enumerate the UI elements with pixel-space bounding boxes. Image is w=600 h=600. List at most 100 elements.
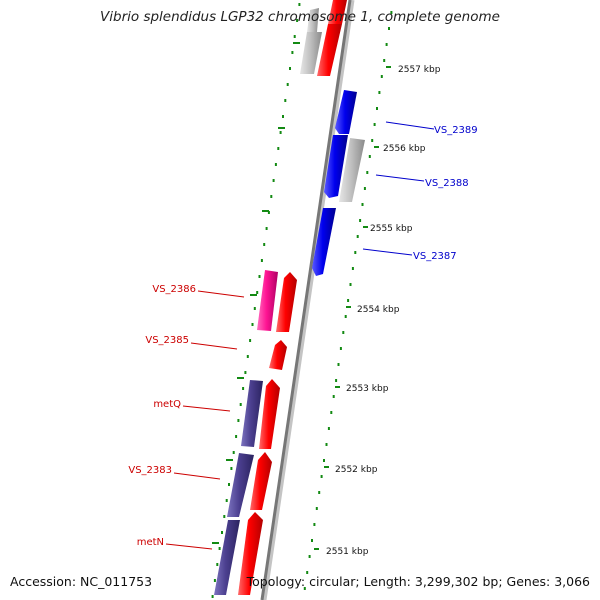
guide-dot bbox=[351, 267, 354, 270]
scale-label: 2556 kbp bbox=[383, 144, 426, 154]
forward-gene-metq[interactable] bbox=[259, 379, 280, 449]
gene-label-metn[interactable]: metN bbox=[137, 537, 164, 548]
forward-gene-metn[interactable] bbox=[238, 512, 263, 595]
gene-label-vs2386[interactable]: VS_2386 bbox=[152, 284, 196, 295]
operon-gene-metq[interactable] bbox=[241, 380, 263, 447]
forward-gene-vs2385[interactable] bbox=[269, 340, 287, 370]
forward-gene-vs2386-alt[interactable] bbox=[257, 270, 278, 331]
guide-dot bbox=[228, 483, 230, 486]
guide-dot bbox=[244, 371, 247, 374]
guide-dot bbox=[279, 131, 282, 134]
leader-line bbox=[362, 248, 413, 256]
dotted-guide-lines bbox=[211, 3, 393, 598]
guide-dot bbox=[318, 491, 321, 494]
guide-dot bbox=[296, 19, 299, 22]
guide-dot bbox=[323, 459, 325, 462]
hypothetical-gene-vs2388[interactable] bbox=[339, 138, 365, 202]
guide-dot bbox=[284, 99, 287, 102]
guide-dot bbox=[289, 67, 291, 70]
guide-dot bbox=[337, 363, 340, 366]
guide-dot bbox=[390, 11, 393, 14]
forward-gene[interactable] bbox=[317, 24, 342, 76]
guide-dot bbox=[216, 563, 219, 566]
gene-label-metq[interactable]: metQ bbox=[153, 399, 181, 410]
guide-dot bbox=[265, 227, 268, 230]
reverse-gene-vs2387[interactable] bbox=[312, 208, 336, 276]
forward-gene-vs2386[interactable] bbox=[276, 272, 297, 332]
forward-gene[interactable] bbox=[328, 0, 347, 24]
guide-dot bbox=[291, 51, 294, 54]
guide-dot bbox=[221, 531, 223, 534]
guide-dot bbox=[335, 379, 338, 382]
gene-label-vs2383[interactable]: VS_2383 bbox=[128, 465, 172, 476]
guide-dot bbox=[371, 139, 374, 142]
guide-dot bbox=[258, 275, 261, 278]
guide-dot bbox=[359, 219, 362, 222]
guide-dot bbox=[332, 395, 335, 398]
leader-line bbox=[182, 405, 231, 412]
guide-dot bbox=[339, 347, 342, 350]
guide-dot bbox=[286, 83, 289, 86]
guide-dot bbox=[282, 115, 284, 118]
accession-text: Accession: NC_011753 bbox=[10, 574, 153, 589]
gene-label-vs2388[interactable]: VS_2388 bbox=[425, 178, 469, 189]
chromosome-backbone-shadow bbox=[261, 0, 355, 600]
guide-dot bbox=[251, 323, 254, 326]
guide-dot bbox=[274, 163, 277, 166]
guide-dot bbox=[260, 259, 263, 262]
operon-gene-vs2383[interactable] bbox=[227, 453, 254, 517]
guide-dot bbox=[325, 443, 328, 446]
guide-dot bbox=[230, 467, 233, 470]
reverse-gene-vs2389[interactable] bbox=[335, 90, 357, 134]
guide-dot bbox=[349, 283, 352, 286]
hypothetical-gene[interactable] bbox=[307, 8, 319, 32]
gene-label-vs2389[interactable]: VS_2389 bbox=[434, 125, 478, 136]
reverse-gene-vs2388[interactable] bbox=[324, 135, 348, 198]
guide-dot bbox=[298, 3, 301, 6]
gene-label-vs2387[interactable]: VS_2387 bbox=[413, 251, 457, 262]
guide-dot bbox=[242, 387, 245, 390]
guide-dot bbox=[213, 579, 216, 582]
leader-line bbox=[190, 342, 238, 350]
guide-dot bbox=[211, 595, 214, 598]
guide-dot bbox=[327, 427, 330, 430]
scale-label: 2555 kbp bbox=[370, 224, 413, 234]
guide-dot bbox=[368, 155, 371, 158]
map-title: Vibrio splendidus LGP32 chromosome 1, co… bbox=[100, 9, 500, 25]
leader-line bbox=[385, 121, 435, 130]
leader-line bbox=[375, 174, 425, 182]
guide-dot bbox=[363, 187, 366, 190]
guide-dot bbox=[320, 475, 323, 478]
guide-dot bbox=[344, 315, 347, 318]
scale-label: 2552 kbp bbox=[335, 465, 378, 475]
guide-dot bbox=[361, 203, 364, 206]
guide-dot bbox=[354, 251, 357, 254]
guide-dot bbox=[385, 43, 388, 46]
guide-dot bbox=[263, 243, 266, 246]
guide-dot bbox=[378, 91, 381, 94]
guide-dot bbox=[303, 587, 306, 590]
guide-dot bbox=[239, 403, 242, 406]
guide-dot bbox=[246, 355, 249, 358]
leader-line bbox=[165, 543, 213, 550]
guide-dot bbox=[225, 499, 228, 502]
guide-dot bbox=[235, 435, 238, 438]
guide-dot bbox=[356, 235, 359, 238]
right-gene-labels: VS_2389 VS_2388 VS_2387 bbox=[362, 121, 478, 262]
leader-line bbox=[173, 472, 221, 480]
guide-dot bbox=[237, 419, 240, 422]
hypothetical-gene[interactable] bbox=[300, 32, 322, 74]
left-guide-dashes bbox=[212, 42, 300, 544]
forward-gene-vs2383[interactable] bbox=[250, 452, 272, 510]
scale-label: 2554 kbp bbox=[357, 305, 400, 315]
guide-dot bbox=[330, 411, 333, 414]
guide-dot bbox=[313, 523, 316, 526]
guide-dot bbox=[366, 171, 369, 174]
gene-label-vs2385[interactable]: VS_2385 bbox=[145, 335, 189, 346]
guide-dot bbox=[373, 123, 376, 126]
guide-dot bbox=[311, 539, 313, 542]
chromosome-backbone bbox=[260, 0, 352, 600]
operon-gene-metn[interactable] bbox=[214, 520, 240, 595]
guide-dot bbox=[256, 291, 259, 294]
